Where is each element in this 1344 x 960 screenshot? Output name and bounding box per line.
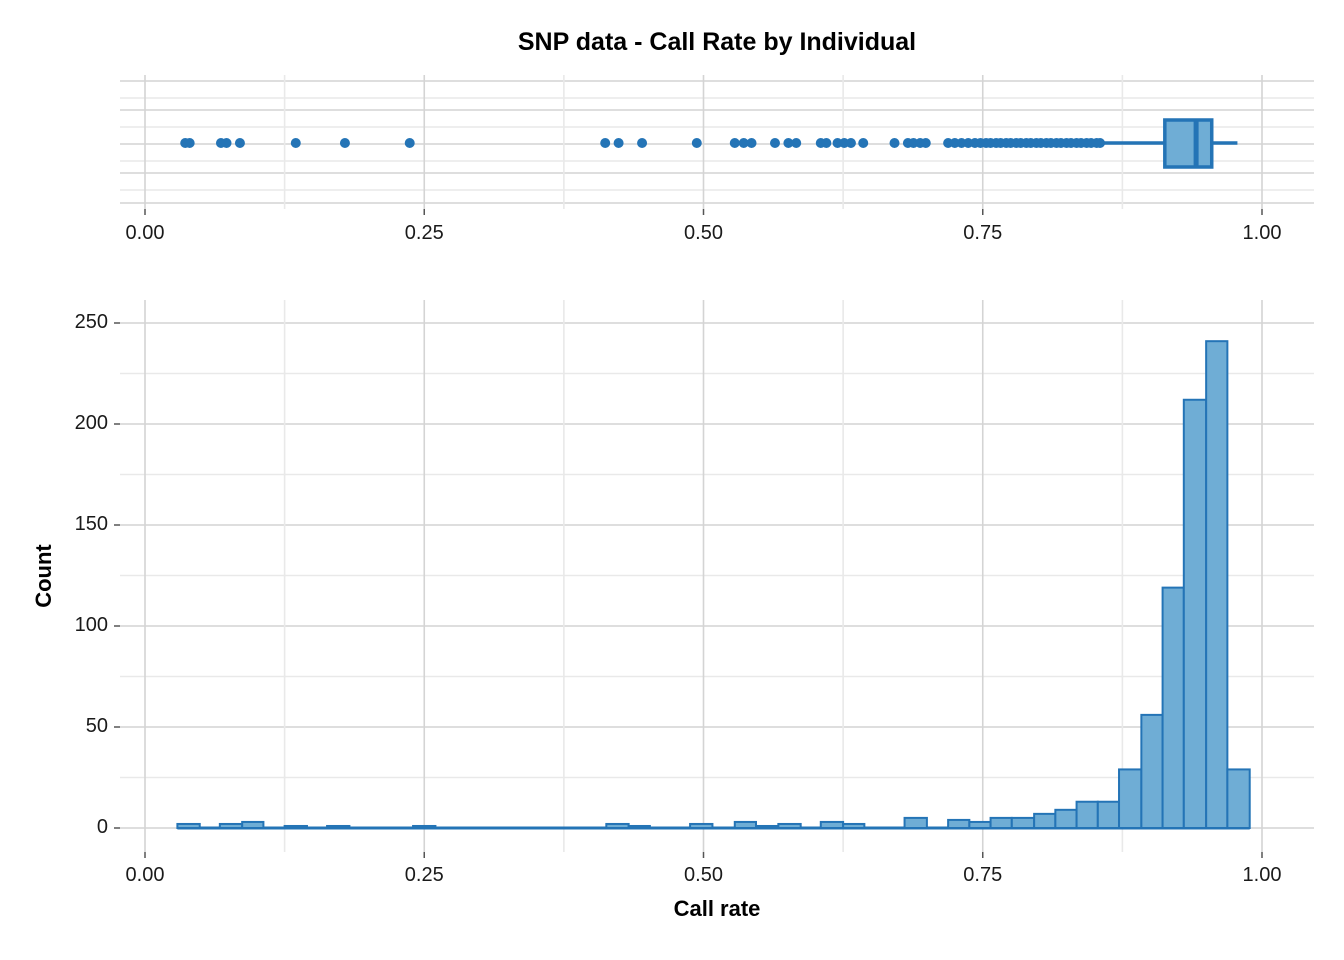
histogram-bar xyxy=(283,824,308,829)
histogram-bar xyxy=(1096,800,1121,829)
outlier-point xyxy=(691,138,702,148)
histogram-bar xyxy=(903,816,928,830)
histogram-bar xyxy=(241,820,265,830)
histogram-bar xyxy=(989,816,1013,830)
histogram-x-tick-label: 0.75 xyxy=(963,864,1003,886)
outlier-point xyxy=(339,138,350,148)
histogram-bar xyxy=(1075,800,1099,829)
outlier-point xyxy=(746,138,757,148)
histogram-bar xyxy=(412,824,437,829)
histogram-y-tick-label: 0 xyxy=(96,816,108,838)
histogram-bar xyxy=(733,820,757,830)
histogram-y-tick-label: 50 xyxy=(85,715,108,737)
outlier-point xyxy=(234,138,245,148)
histogram-bar xyxy=(218,822,244,830)
histogram-x-tick-label: 1.00 xyxy=(1242,864,1282,886)
outlier-point xyxy=(791,138,802,148)
outlier-point xyxy=(889,138,900,148)
boxplot-x-tick-label: 1.00 xyxy=(1242,222,1282,244)
histogram-bar xyxy=(1033,812,1057,829)
histogram-bar xyxy=(176,822,201,830)
outlier-point xyxy=(821,138,832,148)
outlier-point xyxy=(290,138,301,148)
histogram-y-tick-label: 150 xyxy=(74,513,108,535)
histogram-bar xyxy=(689,822,714,830)
histogram-bar xyxy=(1226,768,1251,829)
outlier-point xyxy=(1095,138,1106,148)
histogram-bar xyxy=(819,820,845,830)
boxplot-box xyxy=(1163,118,1214,169)
histogram-bar xyxy=(754,824,780,829)
histogram-x-tick-label: 0.50 xyxy=(684,864,723,886)
histogram-bar xyxy=(605,822,630,830)
x-axis-title: Call rate xyxy=(673,896,761,921)
histogram-bar xyxy=(1205,340,1229,829)
outlier-point xyxy=(738,138,749,148)
outlier-point xyxy=(783,138,794,148)
histogram-y-tick-label: 100 xyxy=(74,614,108,636)
boxplot-x-tick-label: 0.50 xyxy=(684,222,723,244)
outlier-point xyxy=(858,138,869,148)
histogram-x-tick-label: 0.00 xyxy=(125,864,165,886)
histogram-bar xyxy=(1182,398,1208,829)
boxplot-x-tick-label: 0.75 xyxy=(963,222,1003,244)
histogram-y-tick-label: 250 xyxy=(74,311,108,333)
histogram-bar xyxy=(1140,713,1164,830)
histogram-x-tick-label: 0.25 xyxy=(404,864,444,886)
histogram-bar xyxy=(1010,816,1036,830)
histogram-bar xyxy=(1054,808,1078,830)
outlier-point xyxy=(769,138,780,148)
histogram-bar xyxy=(777,822,802,830)
histogram-bar xyxy=(1161,586,1185,829)
chart-title: SNP data - Call Rate by Individual xyxy=(517,28,917,56)
histogram-y-tick-label: 200 xyxy=(74,412,108,434)
boxplot-x-tick-label: 0.00 xyxy=(125,222,165,244)
histogram-bar xyxy=(968,820,992,830)
outlier-point xyxy=(613,138,624,148)
outlier-point xyxy=(184,138,195,148)
outlier-point xyxy=(729,138,740,148)
histogram-bar xyxy=(326,824,351,829)
histogram-bar xyxy=(627,824,651,829)
outlier-point xyxy=(221,138,232,148)
outlier-point xyxy=(845,138,856,148)
histogram-bar xyxy=(842,822,866,830)
outlier-point xyxy=(404,138,415,148)
y-axis-title: Count xyxy=(31,544,56,608)
histogram-bar xyxy=(1118,768,1143,829)
histogram-bar xyxy=(947,818,971,829)
boxplot-x-tick-label: 0.25 xyxy=(404,222,444,244)
outlier-point xyxy=(637,138,648,148)
outlier-point xyxy=(600,138,611,148)
outlier-point xyxy=(920,138,931,148)
